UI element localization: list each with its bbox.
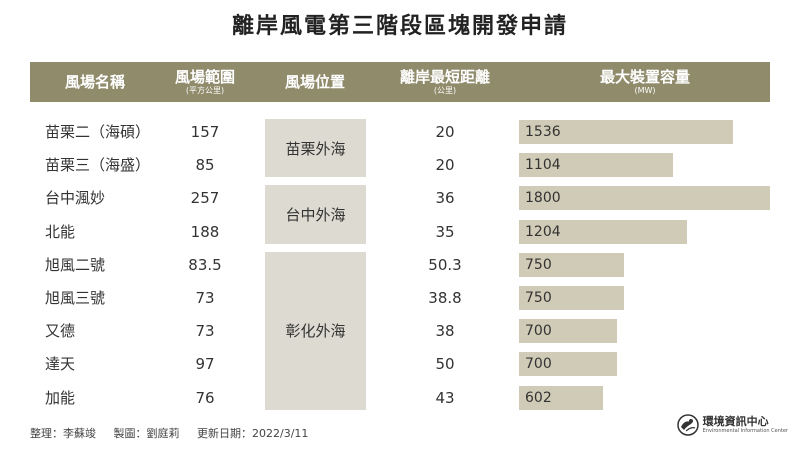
capacity-bar: 1104 [519, 153, 673, 178]
logo-text: 環境資訊中心 Environmental Information Center [703, 415, 788, 435]
capacity-bar: 700 [519, 352, 617, 377]
table-row: 苗栗二（海碩） 157 20 1536 [0, 115, 800, 149]
windfarm-name: 北能 [45, 222, 76, 241]
page-title: 離岸風電第三階段區塊開發申請 [231, 14, 568, 39]
capacity-bar: 1800 [519, 186, 770, 211]
logo-english: Environmental Information Center [702, 428, 788, 434]
capacity-label: 1800 [525, 190, 561, 207]
windfarm-area: 76 [195, 388, 215, 407]
windfarm-area: 85 [195, 156, 215, 175]
footer-organizer: 整理：李蘇竣 [30, 427, 96, 440]
windfarm-name: 又德 [45, 322, 76, 341]
capacity-bar: 602 [519, 385, 603, 410]
capacity-bar: 1536 [519, 120, 734, 144]
footer-updated: 更新日期：2022/3/11 [197, 427, 309, 440]
windfarm-distance: 20 [435, 123, 455, 141]
capacity-label: 1536 [525, 124, 561, 140]
windfarm-name: 苗栗二（海碩） [45, 123, 151, 141]
windfarm-name: 加能 [45, 388, 76, 407]
windfarm-distance: 43 [435, 388, 455, 407]
windfarm-name: 達天 [45, 355, 76, 374]
table-row: 加能 76 43 602 [0, 381, 800, 415]
header-capacity-unit: (MW) [634, 86, 656, 95]
table-row: 旭風三號 73 38.8 750 [0, 281, 800, 315]
windfarm-area: 73 [195, 289, 215, 307]
footer-designer: 製圖：劉庭莉 [113, 427, 180, 440]
header-area: 風場範圍 (平方公里) [160, 62, 250, 102]
windfarm-distance: 36 [435, 189, 455, 208]
windfarm-area: 188 [190, 222, 220, 241]
windfarm-distance: 20 [435, 156, 455, 175]
header-distance-label: 離岸最短距離 [399, 68, 490, 86]
logo-name: 環境資訊中心 [702, 415, 769, 428]
header-capacity-label: 最大裝置容量 [599, 68, 690, 86]
header-capacity: 最大裝置容量 (MW) [520, 62, 770, 102]
table-row: 達天 97 50 700 [0, 347, 800, 381]
capacity-bar: 750 [519, 286, 624, 310]
header-area-label: 風場範圍 [174, 68, 235, 86]
capacity-label: 602 [525, 389, 552, 406]
windfarm-distance: 50 [435, 355, 455, 374]
header-distance: 離岸最短距離 (公里) [385, 62, 505, 102]
windfarm-name: 台中渢妙 [45, 189, 106, 208]
footer: 整理：李蘇竣 製圖：劉庭莉 更新日期：2022/3/11 [30, 425, 322, 441]
header-distance-unit: (公里) [433, 86, 457, 95]
header-name-label: 風場名稱 [64, 73, 125, 91]
location-group: 台中外海 [265, 185, 366, 244]
table-row: 北能 188 35 1204 [0, 215, 800, 249]
capacity-bar: 750 [519, 252, 624, 277]
capacity-label: 1104 [525, 157, 561, 174]
windfarm-area: 83.5 [188, 255, 222, 274]
capacity-label: 1204 [525, 223, 561, 240]
location-group: 彰化外海 [265, 251, 366, 410]
windfarm-name: 旭風二號 [45, 255, 106, 274]
capacity-bar: 1204 [519, 219, 687, 244]
windfarm-area: 157 [190, 123, 220, 141]
header-location-label: 風場位置 [284, 73, 345, 91]
capacity-label: 750 [525, 290, 552, 306]
windfarm-distance: 38.8 [428, 289, 462, 307]
table-header: 風場名稱 風場範圍 (平方公里) 風場位置 離岸最短距離 (公里) 最大裝置容量… [30, 62, 770, 102]
capacity-bar: 700 [519, 319, 617, 344]
capacity-label: 750 [525, 256, 552, 273]
table-row: 又德 73 38 700 [0, 314, 800, 348]
capacity-label: 700 [525, 323, 552, 340]
windfarm-area: 257 [190, 189, 220, 208]
windfarm-name: 苗栗三（海盛） [45, 156, 151, 175]
logo: 環境資訊中心 Environmental Information Center [676, 414, 788, 436]
windfarm-distance: 50.3 [428, 255, 462, 274]
windfarm-distance: 38 [435, 322, 455, 341]
header-name: 風場名稱 [30, 62, 160, 102]
windfarm-area: 97 [195, 355, 215, 374]
windfarm-area: 73 [195, 322, 215, 341]
table-row: 旭風二號 83.5 50.3 750 [0, 248, 800, 282]
location-group: 苗栗外海 [265, 119, 366, 178]
header-area-unit: (平方公里) [185, 86, 225, 95]
header-location: 風場位置 [260, 62, 370, 102]
table-row: 苗栗三（海盛） 85 20 1104 [0, 148, 800, 182]
table-row: 台中渢妙 257 36 1800 [0, 181, 800, 215]
eic-logo-icon [676, 414, 699, 436]
capacity-label: 700 [525, 356, 552, 373]
windfarm-distance: 35 [435, 222, 455, 241]
windfarm-name: 旭風三號 [45, 289, 106, 307]
